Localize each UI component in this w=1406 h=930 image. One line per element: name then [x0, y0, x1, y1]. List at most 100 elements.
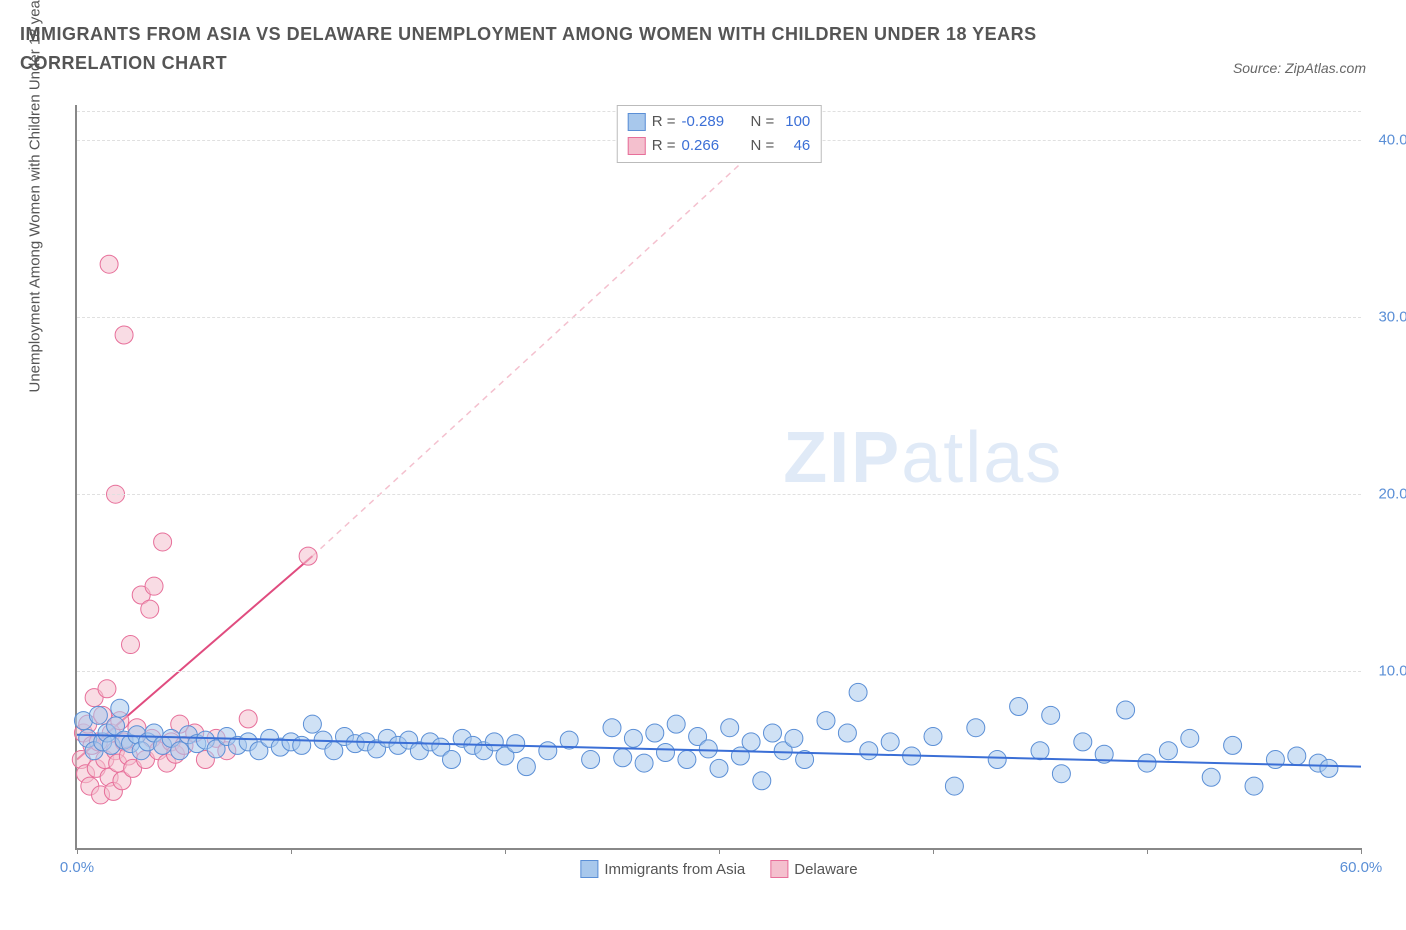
legend-swatch-blue-icon: [580, 860, 598, 878]
scatter-point-blue: [838, 724, 856, 742]
scatter-point-blue: [507, 735, 525, 753]
source-attribution: Source: ZipAtlas.com: [1233, 60, 1366, 76]
x-tick-label: 60.0%: [1340, 859, 1383, 876]
x-tick-label: 0.0%: [60, 859, 94, 876]
scatter-point-blue: [817, 712, 835, 730]
r-label: R =: [652, 110, 676, 134]
scatter-point-blue: [624, 729, 642, 747]
legend-correlation-box: R = -0.289 N = 100 R = 0.266 N = 46: [617, 105, 822, 163]
scatter-point-pink: [154, 533, 172, 551]
scatter-point-blue: [171, 742, 189, 760]
legend-row-pink: R = 0.266 N = 46: [628, 134, 811, 158]
n-value-blue: 100: [780, 110, 810, 134]
scatter-point-pink: [299, 547, 317, 565]
legend-label-pink: Delaware: [794, 861, 857, 878]
legend-row-blue: R = -0.289 N = 100: [628, 110, 811, 134]
scatter-point-blue: [721, 719, 739, 737]
trend-line-pink-dashed: [312, 105, 804, 556]
scatter-point-blue: [1202, 768, 1220, 786]
chart-title: IMMIGRANTS FROM ASIA VS DELAWARE UNEMPLO…: [20, 20, 1120, 78]
scatter-point-pink: [141, 600, 159, 618]
scatter-point-pink: [122, 636, 140, 654]
x-tick: [1147, 848, 1148, 854]
scatter-point-blue: [1245, 777, 1263, 795]
grid-line: [77, 494, 1361, 495]
scatter-point-blue: [742, 733, 760, 751]
scatter-point-blue: [1042, 706, 1060, 724]
scatter-point-blue: [582, 751, 600, 769]
x-tick: [719, 848, 720, 854]
legend-swatch-pink: [628, 137, 646, 155]
scatter-point-blue: [614, 749, 632, 767]
scatter-point-blue: [89, 706, 107, 724]
scatter-point-blue: [988, 751, 1006, 769]
scatter-point-blue: [1159, 742, 1177, 760]
scatter-point-blue: [657, 743, 675, 761]
legend-item-blue: Immigrants from Asia: [580, 860, 745, 878]
y-tick-label: 30.0%: [1378, 309, 1406, 326]
scatter-point-blue: [1031, 742, 1049, 760]
x-tick: [77, 848, 78, 854]
scatter-point-blue: [945, 777, 963, 795]
legend-swatch-blue: [628, 113, 646, 131]
n-value-pink: 46: [780, 134, 810, 158]
scatter-point-blue: [635, 754, 653, 772]
n-label: N =: [751, 110, 775, 134]
scatter-point-pink: [100, 255, 118, 273]
scatter-point-blue: [1181, 729, 1199, 747]
scatter-point-pink: [115, 326, 133, 344]
scatter-point-blue: [603, 719, 621, 737]
scatter-point-blue: [1224, 736, 1242, 754]
scatter-point-blue: [967, 719, 985, 737]
y-tick-label: 40.0%: [1378, 132, 1406, 149]
r-value-blue: -0.289: [682, 110, 737, 134]
r-label: R =: [652, 134, 676, 158]
legend-label-blue: Immigrants from Asia: [604, 861, 745, 878]
scatter-point-blue: [1117, 701, 1135, 719]
scatter-point-blue: [753, 772, 771, 790]
scatter-point-blue: [1288, 747, 1306, 765]
scatter-point-blue: [1010, 697, 1028, 715]
y-tick-label: 10.0%: [1378, 663, 1406, 680]
scatter-point-blue: [699, 740, 717, 758]
scatter-point-blue: [924, 728, 942, 746]
x-tick: [1361, 848, 1362, 854]
y-tick-label: 20.0%: [1378, 486, 1406, 503]
scatter-point-blue: [1266, 751, 1284, 769]
scatter-point-blue: [517, 758, 535, 776]
y-axis-label: Unemployment Among Women with Children U…: [27, 0, 44, 393]
scatter-point-blue: [293, 736, 311, 754]
scatter-point-blue: [303, 715, 321, 733]
scatter-point-blue: [1138, 754, 1156, 772]
scatter-point-blue: [1074, 733, 1092, 751]
scatter-point-blue: [1320, 759, 1338, 777]
scatter-point-blue: [764, 724, 782, 742]
plot-area: ZIPatlas R = -0.289 N = 100 R = 0.266 N …: [75, 105, 1361, 850]
scatter-point-blue: [111, 699, 129, 717]
x-tick: [933, 848, 934, 854]
scatter-point-blue: [860, 742, 878, 760]
legend-swatch-pink-icon: [770, 860, 788, 878]
scatter-point-blue: [678, 751, 696, 769]
scatter-point-blue: [667, 715, 685, 733]
scatter-point-pink: [239, 710, 257, 728]
grid-line: [77, 317, 1361, 318]
n-label: N =: [751, 134, 775, 158]
scatter-svg: [77, 105, 1361, 848]
chart-container: IMMIGRANTS FROM ASIA VS DELAWARE UNEMPLO…: [20, 20, 1386, 910]
scatter-point-blue: [785, 729, 803, 747]
scatter-point-blue: [443, 751, 461, 769]
r-value-pink: 0.266: [682, 134, 737, 158]
legend-item-pink: Delaware: [770, 860, 857, 878]
scatter-point-pink: [98, 680, 116, 698]
scatter-point-blue: [646, 724, 664, 742]
scatter-point-pink: [145, 577, 163, 595]
scatter-point-blue: [881, 733, 899, 751]
scatter-point-blue: [849, 683, 867, 701]
x-tick: [291, 848, 292, 854]
scatter-point-blue: [710, 759, 728, 777]
scatter-point-blue: [539, 742, 557, 760]
legend-series: Immigrants from Asia Delaware: [580, 860, 857, 878]
grid-line: [77, 671, 1361, 672]
scatter-point-blue: [1052, 765, 1070, 783]
